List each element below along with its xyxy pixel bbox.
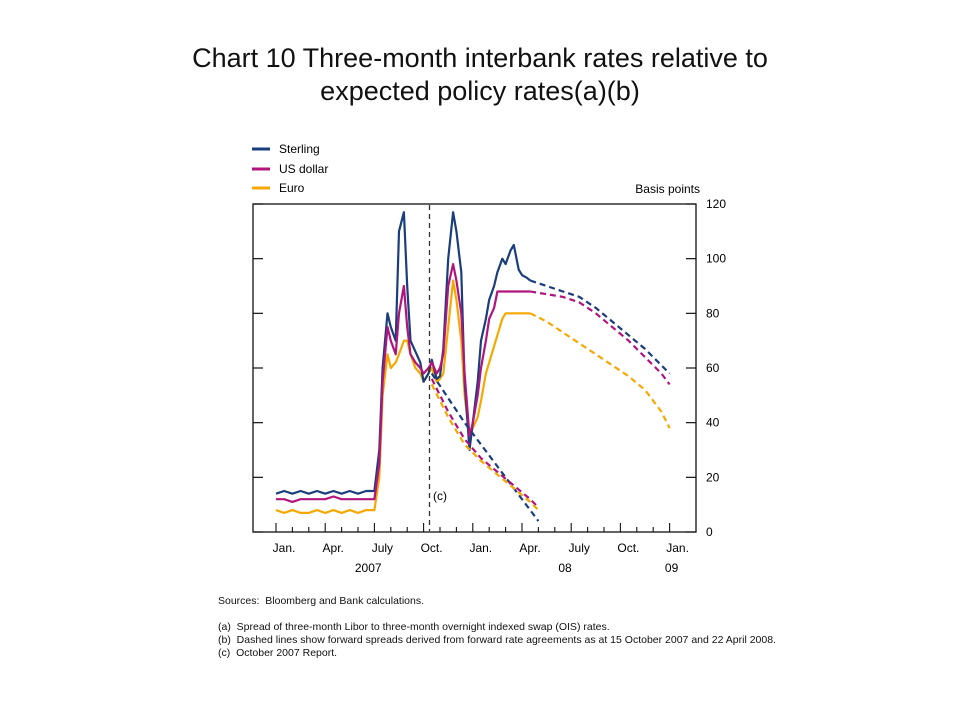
axis-ticks: 0 20 40 60 80 100 120 Jan. Apr. July Oct. Jan. Apr. J… xyxy=(253,197,726,575)
footnote-b: (b) Dashed lines show forward spreads de… xyxy=(218,634,776,646)
footnote-c: (c) October 2007 Report. xyxy=(218,647,338,659)
series-line-us-dollar xyxy=(276,263,531,503)
x-tick-label: Jan. xyxy=(273,541,296,555)
y-tick-label: 120 xyxy=(706,197,726,211)
x-tick-label: Apr. xyxy=(323,541,344,555)
x-tick-label: Oct. xyxy=(617,541,639,555)
footnote-a: (a) Spread of three-month Libor to three… xyxy=(218,621,610,633)
chart-title-line-2: expected policy rates(a)(b) xyxy=(320,76,640,106)
chart-title-line-1: Chart 10 Three-month interbank rates rel… xyxy=(192,43,768,73)
y-axis-label: Basis points xyxy=(635,182,700,196)
x-year-label: 08 xyxy=(558,561,572,575)
chart-notes: Sources: Bloomberg and Bank calculations… xyxy=(218,595,776,660)
x-tick-label: Jan. xyxy=(666,541,689,555)
legend-label-us-dollar: US dollar xyxy=(279,162,328,176)
forward-line-sterling xyxy=(430,372,540,522)
legend-label-euro: Euro xyxy=(279,181,305,195)
legend-label-sterling: Sterling xyxy=(279,142,320,156)
forward-line-euro xyxy=(529,312,671,429)
y-tick-label: 0 xyxy=(706,525,713,539)
chart-title: Chart 10 Three-month interbank rates rel… xyxy=(0,42,960,108)
series-lines xyxy=(275,211,671,522)
sources-note: Sources: Bloomberg and Bank calculations… xyxy=(218,595,425,607)
x-tick-label: Jan. xyxy=(469,541,492,555)
forward-line-euro xyxy=(430,383,540,511)
forward-line-us-dollar xyxy=(430,378,540,509)
x-tick-label: Oct. xyxy=(421,541,443,555)
series-line-sterling xyxy=(275,211,531,495)
x-tick-label: Apr. xyxy=(519,541,540,555)
report-marker-label: (c) xyxy=(433,489,447,503)
x-year-label: 09 xyxy=(665,561,679,575)
forward-line-us-dollar xyxy=(530,290,671,386)
series-line-euro xyxy=(275,279,531,515)
chart-svg: Sterling US dollar Euro Basis points 0 20… xyxy=(252,142,726,575)
y-tick-label: 20 xyxy=(706,470,720,484)
y-tick-label: 80 xyxy=(706,306,720,320)
plot-frame xyxy=(252,203,697,533)
y-tick-label: 60 xyxy=(706,361,720,375)
y-tick-label: 100 xyxy=(706,252,726,266)
y-tick-label: 40 xyxy=(706,416,720,430)
legend: Sterling US dollar Euro xyxy=(252,142,328,195)
x-tick-label: July xyxy=(569,541,590,555)
x-year-label: 2007 xyxy=(355,561,382,575)
forward-line-sterling xyxy=(529,279,671,375)
x-tick-label: July xyxy=(372,541,393,555)
